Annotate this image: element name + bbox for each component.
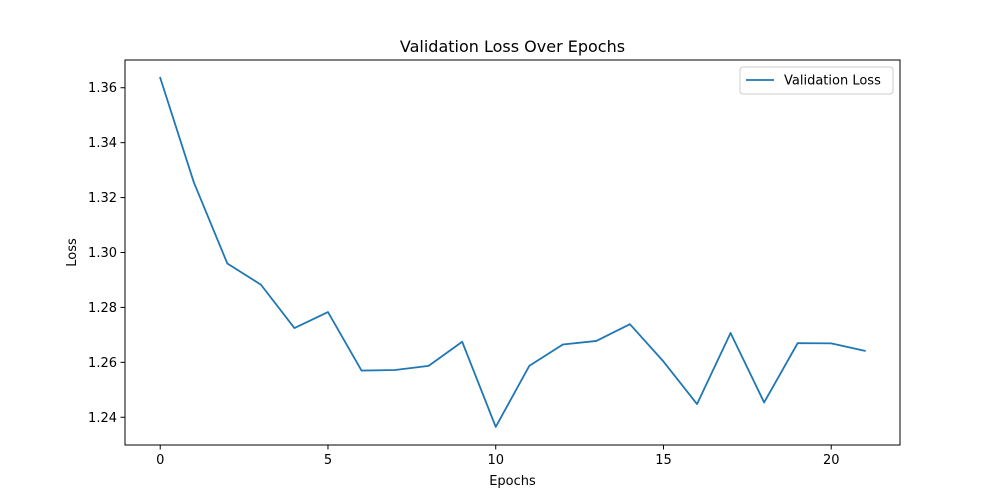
y-axis-label: Loss: [65, 238, 80, 267]
series-line-0: [159, 76, 866, 428]
x-axis-ticks: 0 5 10 15 20: [156, 445, 839, 468]
x-tick-label: 15: [655, 453, 672, 468]
y-tick-label: 1.30: [88, 246, 117, 261]
y-tick-label: 1.36: [88, 81, 117, 96]
x-tick-label: 0: [156, 453, 164, 468]
legend: Validation Loss: [739, 66, 894, 95]
series-group: [159, 76, 866, 428]
legend-box: [739, 66, 894, 95]
x-tick-label: 5: [324, 453, 332, 468]
x-tick-label: 10: [487, 453, 504, 468]
y-tick-label: 1.34: [88, 136, 117, 151]
chart-title: Validation Loss Over Epochs: [400, 37, 625, 56]
y-tick-label: 1.28: [88, 301, 117, 316]
plot-area: 0 5 10 15 20 1.24 1.26 1.28 1.30 1.32 1.34 1.36: [88, 59, 901, 468]
y-tick-label: 1.32: [88, 191, 117, 206]
y-tick-label: 1.24: [88, 411, 117, 426]
x-tick-label: 20: [823, 453, 840, 468]
legend-label: Validation Loss: [784, 74, 881, 89]
y-tick-label: 1.26: [88, 356, 117, 371]
y-axis-ticks: 1.24 1.26 1.28 1.30 1.32 1.34 1.36: [88, 81, 125, 426]
x-axis-label: Epochs: [489, 474, 536, 489]
